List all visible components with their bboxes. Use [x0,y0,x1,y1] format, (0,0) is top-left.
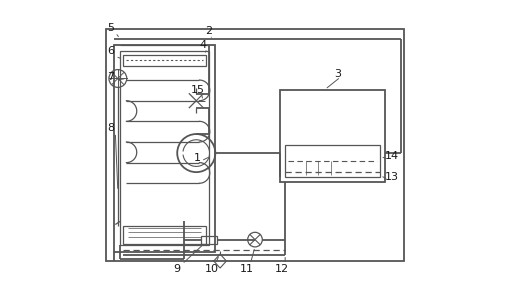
Bar [123,55,206,66]
Bar [201,236,216,244]
Text: 9: 9 [173,264,180,274]
Bar [280,90,384,182]
Text: 3: 3 [333,69,341,79]
Bar [120,52,209,245]
Bar [114,45,215,251]
Text: 13: 13 [384,172,398,182]
Text: 2: 2 [205,26,212,36]
Text: 14: 14 [384,151,398,161]
Text: 4: 4 [199,40,206,50]
Text: 7: 7 [107,72,114,82]
Text: 11: 11 [240,264,253,274]
Text: 5: 5 [107,23,114,33]
Text: 12: 12 [274,264,289,274]
Text: 10: 10 [205,264,219,274]
Text: 8: 8 [107,123,114,133]
Bar [105,29,404,261]
Text: 1: 1 [193,153,201,163]
Bar [285,145,380,177]
Text: 6: 6 [107,46,114,56]
Text: 15: 15 [190,85,205,95]
Bar [123,226,206,244]
